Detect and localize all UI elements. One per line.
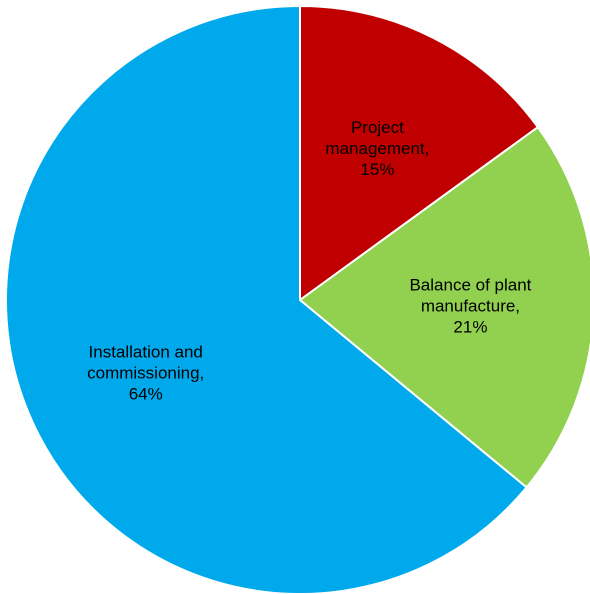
pie-slice-installation-and-commissioning <box>5 4 528 594</box>
slice-label-line: 21% <box>453 317 487 336</box>
slice-label-installation-and-commissioning: Installation and commissioning, 64% <box>87 343 204 404</box>
pie-slice-balance-of-plant-manufacture <box>298 125 590 489</box>
slice-label-line: 15% <box>360 160 394 179</box>
labels-layer: Project management, 15% Balance of plant man… <box>87 118 532 404</box>
slice-label-line: Balance of plant <box>409 275 531 294</box>
pie-slice-project-management <box>299 4 540 302</box>
slices-layer <box>5 4 590 594</box>
slice-label-balance-of-plant-manufacture: Balance of plant manufacture, 21% <box>409 275 531 336</box>
slice-label-line: 64% <box>129 385 163 404</box>
slice-label-line: commissioning, <box>87 364 204 383</box>
slice-label-line: manufacture, <box>421 296 520 315</box>
slice-label-line: Installation and <box>89 343 203 362</box>
slice-label-project-management: Project management, 15% <box>325 118 429 179</box>
slice-label-line: management, <box>325 139 429 158</box>
slice-label-line: Project <box>351 118 404 137</box>
